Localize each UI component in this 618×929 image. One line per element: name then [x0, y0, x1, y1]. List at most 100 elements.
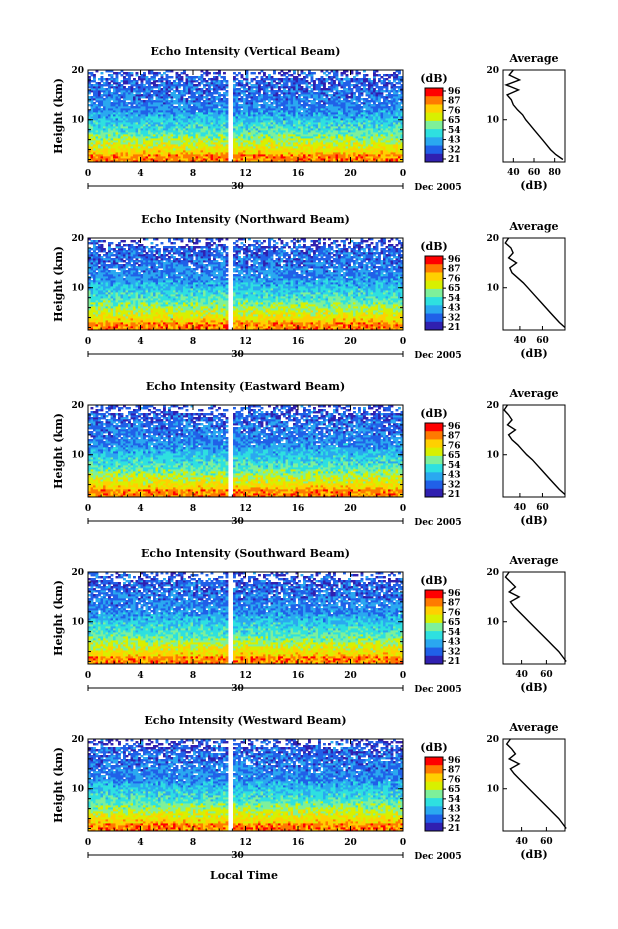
colorbar-swatch — [425, 823, 443, 832]
colorbar-tick-label: 32 — [448, 480, 461, 490]
y-tick-label: 20 — [71, 568, 84, 578]
profile-y-tick-label: 20 — [486, 568, 499, 578]
y-axis-label: Height (km) — [52, 246, 65, 322]
colorbar-tick-label: 65 — [448, 618, 461, 628]
profile-frame — [503, 405, 565, 497]
profile-x-tick-label: 40 — [515, 837, 528, 847]
x-tick-label: 16 — [292, 504, 305, 514]
x-tick-label: 0 — [400, 504, 406, 514]
colorbar-tick-label: 21 — [448, 824, 461, 834]
colorbar-swatch — [425, 806, 443, 815]
x-tick-label: 4 — [137, 671, 143, 681]
colorbar-tick-label: 54 — [448, 628, 461, 638]
x-tick-label: 8 — [190, 169, 196, 179]
profile-y-tick-label: 20 — [486, 401, 499, 411]
profile-y-tick-label: 20 — [486, 234, 499, 244]
x-tick-label: 12 — [239, 671, 252, 681]
colorbar-swatch — [425, 297, 443, 306]
colorbar-tick-label: 54 — [448, 126, 461, 136]
panel-title: Echo Intensity (Westward Beam) — [144, 714, 346, 727]
colorbar-tick-label: 43 — [448, 136, 461, 146]
colorbar-swatch — [425, 314, 443, 323]
colorbar-tick-label: 87 — [448, 432, 461, 442]
y-tick-label: 10 — [71, 116, 84, 126]
colorbar-tick-label: 76 — [448, 608, 461, 618]
profile-x-tick-label: 60 — [536, 336, 549, 346]
x-tick-label: 12 — [239, 504, 252, 514]
colorbar-tick-label: 87 — [448, 766, 461, 776]
colorbar-tick-label: 32 — [448, 313, 461, 323]
profile-x-tick-label: 40 — [515, 670, 528, 680]
profile-x-tick-label: 80 — [548, 168, 561, 178]
x-tick-label: 16 — [292, 169, 305, 179]
x-tick-label: 0 — [85, 671, 91, 681]
date-label: Dec 2005 — [414, 518, 461, 528]
colorbar-tick-label: 43 — [448, 638, 461, 648]
colorbar-swatch — [425, 113, 443, 122]
colorbar-swatch — [425, 272, 443, 281]
profile-x-tick-label: 60 — [536, 503, 549, 513]
x-tick-label: 16 — [292, 671, 305, 681]
y-tick-label: 20 — [71, 401, 84, 411]
profile-y-tick-label: 10 — [486, 451, 499, 461]
x-tick-label: 20 — [344, 504, 357, 514]
x-tick-label: 0 — [400, 838, 406, 848]
colorbar-tick-label: 87 — [448, 265, 461, 275]
x-tick-label: 20 — [344, 169, 357, 179]
colorbar-swatch — [425, 439, 443, 448]
profile-x-label: (dB) — [520, 848, 547, 861]
x-tick-label: 20 — [344, 337, 357, 347]
x-tick-label: 12 — [239, 169, 252, 179]
day-label: 30 — [231, 684, 244, 694]
colorbar-swatch — [425, 146, 443, 155]
x-tick-label: 4 — [137, 337, 143, 347]
colorbar-tick-label: 96 — [448, 756, 461, 766]
colorbar-swatch — [425, 631, 443, 640]
profile-line — [506, 572, 567, 662]
x-axis-label: Local Time — [210, 869, 278, 882]
colorbar-tick-label: 65 — [448, 116, 461, 126]
date-label: Dec 2005 — [414, 685, 461, 695]
x-tick-label: 12 — [239, 337, 252, 347]
colorbar-swatch — [425, 765, 443, 774]
profile-x-label: (dB) — [520, 179, 547, 192]
colorbar-swatch — [425, 129, 443, 138]
colorbar-swatch — [425, 289, 443, 298]
y-tick-label: 10 — [71, 284, 84, 294]
profile-y-tick-label: 10 — [486, 618, 499, 628]
colorbar-unit: (dB) — [420, 407, 447, 420]
colorbar-tick-label: 87 — [448, 97, 461, 107]
profile-title: Average — [508, 52, 558, 65]
x-tick-label: 8 — [190, 504, 196, 514]
colorbar-tick-label: 96 — [448, 422, 461, 432]
day-label: 30 — [231, 517, 244, 527]
colorbar-tick-label: 76 — [448, 775, 461, 785]
colorbar-tick-label: 21 — [448, 657, 461, 667]
heatmap-cells — [88, 238, 403, 330]
x-tick-label: 0 — [85, 169, 91, 179]
y-axis-label: Height (km) — [52, 78, 65, 154]
x-tick-label: 16 — [292, 838, 305, 848]
profile-line — [507, 739, 567, 829]
profile-line — [505, 238, 565, 328]
profile-x-tick-label: 40 — [514, 503, 527, 513]
x-tick-label: 0 — [85, 337, 91, 347]
x-tick-label: 0 — [400, 169, 406, 179]
beam-panel-3: Echo Intensity (Eastward Beam)2010Height… — [52, 380, 565, 528]
colorbar-swatch — [425, 472, 443, 481]
profile-x-tick-label: 60 — [528, 168, 541, 178]
profile-x-tick-label: 40 — [514, 336, 527, 346]
colorbar-tick-label: 96 — [448, 87, 461, 97]
beam-panel-1: Echo Intensity (Vertical Beam)2010Height… — [52, 45, 565, 193]
colorbar-swatch — [425, 431, 443, 440]
colorbar-tick-label: 32 — [448, 145, 461, 155]
profile-frame — [503, 739, 565, 831]
profile-y-tick-label: 10 — [486, 284, 499, 294]
beam-panel-5: Echo Intensity (Westward Beam)2010Height… — [52, 714, 566, 862]
y-axis-label: Height (km) — [52, 747, 65, 823]
colorbar-tick-label: 87 — [448, 599, 461, 609]
colorbar-tick-label: 54 — [448, 795, 461, 805]
date-label: Dec 2005 — [414, 183, 461, 193]
colorbar-unit: (dB) — [420, 574, 447, 587]
colorbar-swatch — [425, 623, 443, 632]
